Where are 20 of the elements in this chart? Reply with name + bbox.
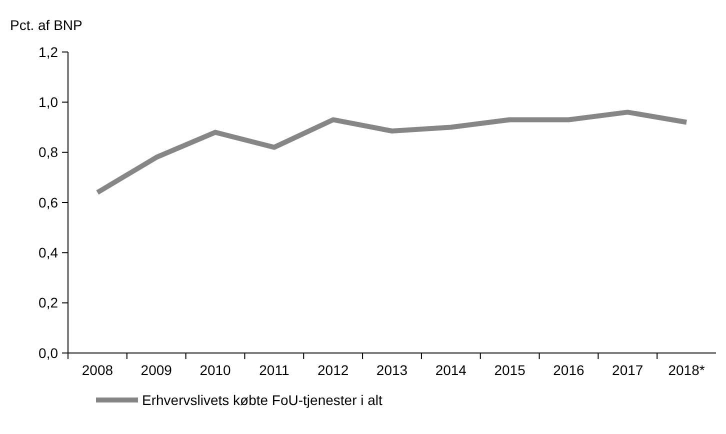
x-tick-label: 2015: [494, 362, 526, 378]
x-tick-label: 2009: [140, 362, 172, 378]
y-tick-label: 0,6: [38, 194, 58, 210]
x-tick-label: 2008: [82, 362, 114, 378]
x-tick-label: 2014: [435, 362, 467, 378]
y-tick-label: 1,0: [38, 94, 58, 110]
y-tick-label: 1,2: [38, 44, 58, 60]
x-tick-label: 2010: [200, 362, 232, 378]
x-tick-label: 2012: [318, 362, 349, 378]
x-tick-label: 2017: [612, 362, 644, 378]
y-tick-label: 0,8: [38, 144, 58, 160]
x-tick-label: 2011: [259, 362, 290, 378]
x-tick-label: 2018*: [668, 362, 706, 378]
y-tick-label: 0,0: [38, 344, 58, 361]
y-axis-title: Pct. af BNP: [10, 17, 82, 33]
legend-label: Erhvervslivets købte FoU-tjenester i alt: [142, 392, 383, 408]
y-tick-label: 0,4: [38, 244, 58, 261]
x-tick-label: 2013: [376, 362, 408, 378]
x-tick-label: 2016: [553, 362, 585, 378]
y-tick-label: 0,2: [38, 294, 58, 311]
